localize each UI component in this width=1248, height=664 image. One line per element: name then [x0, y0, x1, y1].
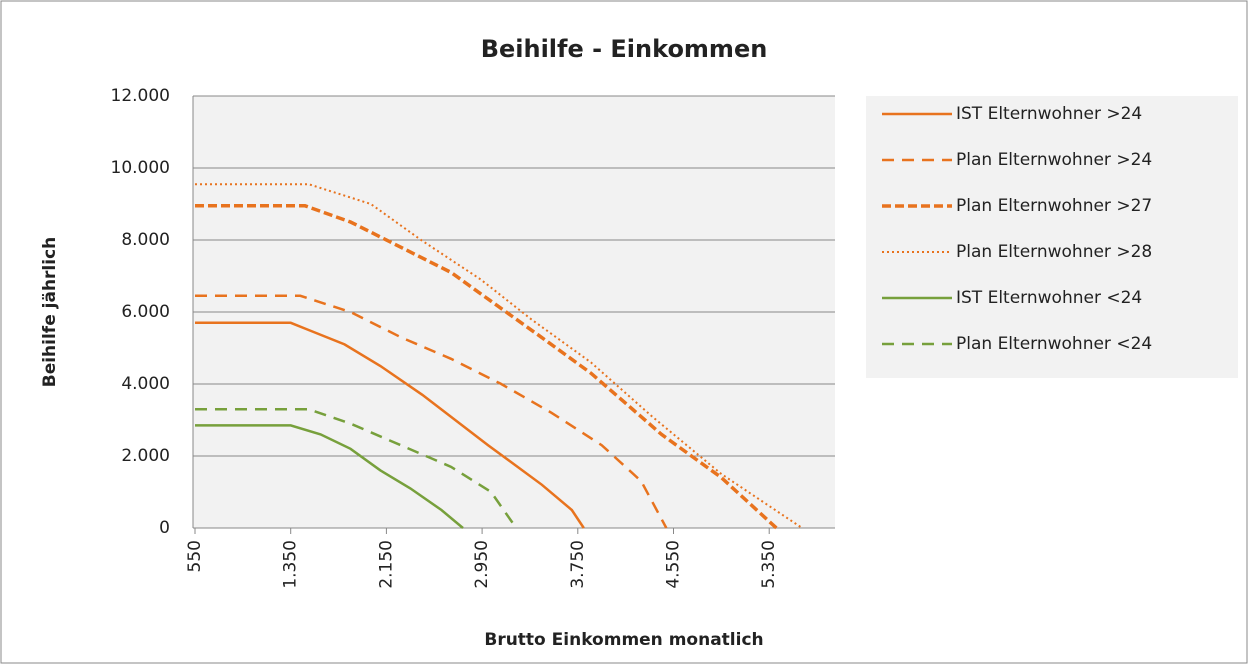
x-tick-label: 4.550: [664, 540, 684, 589]
legend-label: IST Elternwohner >24: [956, 104, 1142, 124]
y-tick-label: 2.000: [121, 446, 170, 466]
x-tick-label: 550: [185, 540, 205, 572]
y-tick-label: 8.000: [121, 230, 170, 250]
series-line: [195, 183, 803, 529]
series-line: [195, 204, 778, 530]
series-line: [195, 321, 585, 529]
legend-label: Plan Elternwohner <24: [956, 334, 1152, 354]
legend-label: Plan Elternwohner >24: [956, 150, 1152, 170]
x-tick-label: 3.750: [568, 540, 588, 589]
y-axis-title: Beihilfe jährlich: [40, 237, 60, 388]
y-tick-label: 0: [159, 518, 170, 538]
legend-box: [866, 96, 1238, 378]
legend-label: Plan Elternwohner >27: [956, 196, 1152, 216]
y-tick-label: 10.000: [111, 158, 170, 178]
series-line: [195, 424, 464, 529]
x-tick-label: 5.350: [759, 540, 779, 589]
y-tick-label: 4.000: [121, 374, 170, 394]
series-line: [195, 294, 668, 529]
x-tick-label: 2.150: [376, 540, 396, 589]
y-tick-label: 12.000: [111, 86, 170, 106]
x-tick-label: 2.950: [472, 540, 492, 589]
chart-title: Beihilfe - Einkommen: [481, 35, 768, 63]
x-axis-title: Brutto Einkommen monatlich: [484, 630, 763, 650]
y-tick-label: 6.000: [121, 302, 170, 322]
legend-label: Plan Elternwohner >28: [956, 242, 1152, 262]
x-tick-label: 1.350: [281, 540, 301, 589]
legend-label: IST Elternwohner <24: [956, 288, 1142, 308]
